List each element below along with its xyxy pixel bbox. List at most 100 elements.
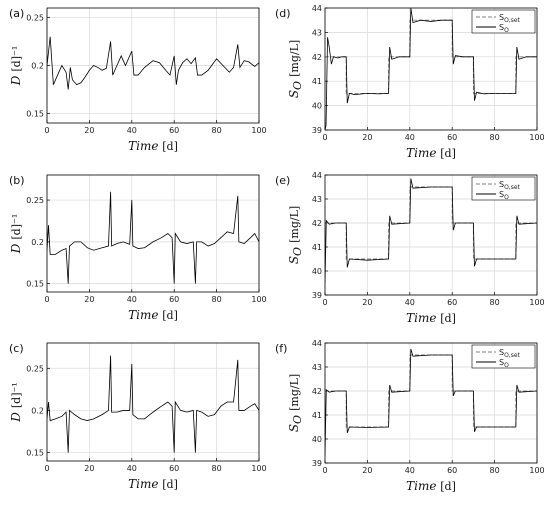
x-tick-label: 60 bbox=[169, 295, 179, 304]
series-line bbox=[325, 178, 537, 284]
x-tick-label: 100 bbox=[529, 133, 544, 142]
series-line bbox=[325, 8, 537, 130]
y-tick-label: 42 bbox=[312, 219, 322, 228]
series-line bbox=[47, 191, 259, 284]
x-tick-label: 60 bbox=[447, 466, 457, 475]
x-tick-label: 100 bbox=[529, 298, 544, 307]
x-tick-label: 80 bbox=[490, 133, 500, 142]
x-tick-label: 40 bbox=[127, 464, 137, 473]
plot-area bbox=[47, 175, 259, 292]
chart-panel: 0 20 40 60 80 100 0.15 0.2 0.25(c) Time [d] D [d]⁻… bbox=[9, 342, 267, 491]
y-tick-label: 0.2 bbox=[31, 62, 44, 71]
y-tick-label: 43 bbox=[312, 195, 322, 204]
y-tick-label: 41 bbox=[312, 243, 322, 252]
x-tick-label: 80 bbox=[212, 464, 222, 473]
x-tick-label: 40 bbox=[405, 133, 415, 142]
x-axis-label: Time [d] bbox=[406, 479, 456, 493]
y-axis-label: SO [mg/L] bbox=[285, 374, 304, 432]
legend-label: SO,set bbox=[499, 180, 521, 191]
x-tick-label: 60 bbox=[447, 298, 457, 307]
legend-label: SO bbox=[499, 358, 509, 369]
x-axis-label: Time [d] bbox=[406, 311, 456, 325]
series-line bbox=[325, 348, 537, 456]
y-tick-label: 41 bbox=[312, 77, 322, 86]
y-tick-label: 40 bbox=[312, 267, 322, 276]
x-axis-label: Time [d] bbox=[128, 477, 178, 491]
x-tick-label: 0 bbox=[44, 126, 49, 135]
plot-frame bbox=[324, 7, 538, 131]
x-tick-label: 60 bbox=[169, 126, 179, 135]
legend-label: SO,set bbox=[499, 13, 521, 24]
y-axis-label: D [d]⁻¹ bbox=[7, 46, 24, 86]
plot-frame bbox=[46, 7, 260, 124]
x-tick-label: 80 bbox=[212, 126, 222, 135]
y-tick-label: 43 bbox=[312, 363, 322, 372]
panel-label: (c) bbox=[9, 342, 24, 355]
x-tick-label: 100 bbox=[251, 464, 266, 473]
x-tick-label: 40 bbox=[127, 295, 137, 304]
y-tick-label: 44 bbox=[312, 339, 322, 348]
series-line bbox=[47, 36, 259, 90]
panel-label: (b) bbox=[9, 174, 25, 187]
x-tick-label: 40 bbox=[405, 298, 415, 307]
y-tick-label: 39 bbox=[312, 126, 322, 135]
x-tick-label: 20 bbox=[362, 298, 372, 307]
y-tick-label: 42 bbox=[312, 387, 322, 396]
chart-panel: 0 20 40 60 80 100 39 40 41 42 43 44 (e) Time [d] SO [m… bbox=[275, 171, 545, 325]
y-tick-label: 0.25 bbox=[26, 196, 44, 205]
y-axis-label: SO [mg/L] bbox=[285, 206, 304, 264]
y-tick-label: 40 bbox=[312, 435, 322, 444]
y-tick-label: 43 bbox=[312, 28, 322, 37]
chart-panel: 0 20 40 60 80 100 39 40 41 42 43 44 (f) Time [d] SO [m… bbox=[275, 339, 545, 493]
y-axis-label: SO [mg/L] bbox=[285, 40, 304, 98]
x-tick-label: 100 bbox=[529, 466, 544, 475]
series-line bbox=[47, 355, 259, 453]
y-tick-label: 0.2 bbox=[31, 406, 44, 415]
x-tick-label: 60 bbox=[447, 133, 457, 142]
x-tick-label: 100 bbox=[251, 295, 266, 304]
x-axis-label: Time [d] bbox=[128, 308, 178, 322]
y-tick-label: 42 bbox=[312, 53, 322, 62]
y-tick-label: 44 bbox=[312, 171, 322, 180]
y-tick-label: 0.15 bbox=[26, 449, 44, 458]
plot-frame bbox=[324, 174, 538, 296]
panel-label: (f) bbox=[275, 342, 287, 355]
x-tick-label: 20 bbox=[84, 295, 94, 304]
panel-label: (e) bbox=[275, 174, 290, 187]
chart-panel: 0 20 40 60 80 100 39 40 41 42 43 44 (d) Time [d] SO [m… bbox=[275, 4, 545, 160]
chart-panel: 0 20 40 60 80 100 0.15 0.2 0.25(b) Time [d] D [d]⁻… bbox=[7, 174, 267, 322]
chart-panel: 0 20 40 60 80 100 0.15 0.2 0.25(a) Time [d] D [d]⁻… bbox=[7, 7, 267, 153]
y-axis-label: D [d]⁻¹ bbox=[7, 214, 24, 254]
x-tick-label: 40 bbox=[127, 126, 137, 135]
y-tick-label: 41 bbox=[312, 411, 322, 420]
x-tick-label: 40 bbox=[405, 466, 415, 475]
plot-frame bbox=[324, 342, 538, 464]
x-tick-label: 0 bbox=[322, 466, 327, 475]
x-tick-label: 80 bbox=[490, 466, 500, 475]
y-tick-label: 0.25 bbox=[26, 14, 44, 23]
legend-label: SO,set bbox=[499, 348, 521, 359]
x-tick-label: 60 bbox=[169, 464, 179, 473]
legend-label: SO bbox=[499, 23, 509, 34]
y-tick-label: 39 bbox=[312, 459, 322, 468]
y-tick-label: 0.2 bbox=[31, 238, 44, 247]
x-tick-label: 80 bbox=[212, 295, 222, 304]
legend-label: SO bbox=[499, 190, 509, 201]
y-tick-label: 39 bbox=[312, 291, 322, 300]
y-tick-label: 44 bbox=[312, 4, 322, 13]
x-tick-label: 0 bbox=[44, 295, 49, 304]
plot-frame bbox=[46, 342, 260, 462]
x-tick-label: 100 bbox=[251, 126, 266, 135]
panel-label: (d) bbox=[275, 7, 291, 20]
x-tick-label: 20 bbox=[84, 126, 94, 135]
y-tick-label: 0.25 bbox=[26, 364, 44, 373]
x-tick-label: 20 bbox=[362, 466, 372, 475]
x-tick-label: 80 bbox=[490, 298, 500, 307]
x-axis-label: Time [d] bbox=[406, 146, 456, 160]
x-axis-label: Time [d] bbox=[128, 139, 178, 153]
y-tick-label: 40 bbox=[312, 102, 322, 111]
